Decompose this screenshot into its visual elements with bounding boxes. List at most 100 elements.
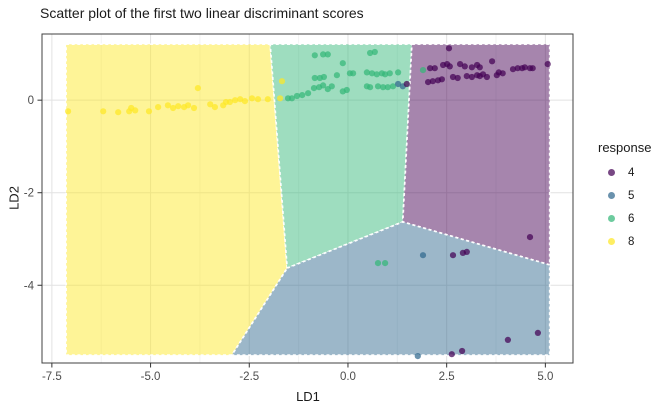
data-point-6 xyxy=(368,70,376,77)
data-point-6 xyxy=(311,52,318,59)
legend-swatch-8 xyxy=(608,238,615,245)
legend-title: response xyxy=(598,140,652,155)
data-point-8 xyxy=(207,101,214,108)
data-point-4 xyxy=(521,64,528,71)
data-point-4 xyxy=(448,351,455,358)
legend-swatch-4 xyxy=(608,169,615,176)
data-point-6 xyxy=(299,92,306,99)
data-point-8 xyxy=(241,98,248,105)
x-tick-label: 0.0 xyxy=(340,371,356,383)
legend-item-6: 6 xyxy=(596,207,670,230)
data-point-8 xyxy=(211,104,218,111)
y-tick-label: -4 xyxy=(24,280,35,292)
data-point-6 xyxy=(324,51,331,58)
data-point-4 xyxy=(429,78,436,85)
data-point-8 xyxy=(132,107,139,114)
data-point-6 xyxy=(320,51,327,58)
data-point-6 xyxy=(374,83,382,90)
data-point-4 xyxy=(493,72,500,79)
data-point-8 xyxy=(164,102,171,109)
data-point-4 xyxy=(427,65,434,72)
data-point-4 xyxy=(509,66,517,73)
data-point-8 xyxy=(185,102,192,109)
data-point-4 xyxy=(445,45,453,52)
data-point-6 xyxy=(320,82,327,89)
data-point-6 xyxy=(305,90,312,97)
data-point-6 xyxy=(419,67,427,74)
data-point-4 xyxy=(476,64,483,71)
data-point-8 xyxy=(248,95,256,102)
data-point-6 xyxy=(373,71,380,78)
x-tick-label: -5.0 xyxy=(141,371,161,383)
data-point-8 xyxy=(190,104,198,112)
data-point-6 xyxy=(293,92,301,100)
data-point-4 xyxy=(468,73,475,81)
data-point-5 xyxy=(419,252,427,259)
data-point-8 xyxy=(194,85,201,92)
data-point-5 xyxy=(395,80,402,88)
data-point-8 xyxy=(175,103,182,110)
data-point-4 xyxy=(459,347,466,355)
data-point-6 xyxy=(389,83,397,90)
data-point-8 xyxy=(145,108,153,115)
data-point-8 xyxy=(237,96,244,103)
data-point-6 xyxy=(288,95,295,102)
decision-region-4 xyxy=(401,43,551,266)
legend-label-6: 6 xyxy=(628,212,635,225)
data-point-4 xyxy=(544,61,551,68)
data-point-4 xyxy=(463,248,470,255)
data-point-4 xyxy=(449,73,457,81)
data-point-6 xyxy=(380,84,387,91)
data-point-4 xyxy=(514,65,521,72)
legend-item-4: 4 xyxy=(596,161,670,184)
data-point-4 xyxy=(483,73,490,81)
legend-items: 4 5 6 8 xyxy=(596,161,670,253)
data-point-8 xyxy=(277,95,284,102)
data-point-4 xyxy=(461,63,468,70)
x-tick-label: 2.5 xyxy=(439,371,455,383)
data-point-6 xyxy=(382,71,389,78)
data-point-6 xyxy=(367,84,374,91)
data-point-4 xyxy=(446,63,453,70)
data-point-6 xyxy=(328,83,335,90)
data-point-5 xyxy=(414,353,421,360)
panel-border xyxy=(41,33,574,364)
data-point-6 xyxy=(350,70,357,77)
data-point-6 xyxy=(343,86,350,94)
data-point-4 xyxy=(463,73,470,80)
data-point-4 xyxy=(504,336,511,343)
data-point-6 xyxy=(320,73,327,81)
legend-item-8: 8 xyxy=(596,230,670,253)
data-point-4 xyxy=(499,70,506,77)
data-point-6 xyxy=(386,70,393,77)
data-point-8 xyxy=(278,78,286,85)
legend-label-4: 4 xyxy=(628,166,635,179)
data-point-8 xyxy=(100,108,107,115)
data-point-4 xyxy=(454,74,461,82)
legend: response 4 5 6 8 xyxy=(596,140,670,253)
legend-label-5: 5 xyxy=(628,189,635,202)
data-point-6 xyxy=(371,48,378,56)
legend-item-5: 5 xyxy=(596,184,670,207)
data-point-8 xyxy=(254,96,262,103)
data-point-8 xyxy=(155,104,162,111)
data-point-6 xyxy=(395,69,402,76)
data-point-6 xyxy=(374,260,382,267)
chart-title: Scatter plot of the first two linear dis… xyxy=(40,5,364,21)
data-point-6 xyxy=(382,260,389,267)
decision-region-5 xyxy=(231,221,551,356)
y-tick-label: -2 xyxy=(24,188,34,200)
data-point-4 xyxy=(425,79,432,86)
data-point-4 xyxy=(431,65,438,72)
data-point-6 xyxy=(367,49,374,57)
data-point-4 xyxy=(449,252,457,259)
data-point-8 xyxy=(264,96,271,103)
data-point-4 xyxy=(489,58,496,65)
x-tick-label: -2.5 xyxy=(239,371,259,383)
data-point-6 xyxy=(311,74,318,82)
data-point-4 xyxy=(526,234,534,241)
data-point-4 xyxy=(468,64,475,71)
data-point-4 xyxy=(438,76,445,83)
